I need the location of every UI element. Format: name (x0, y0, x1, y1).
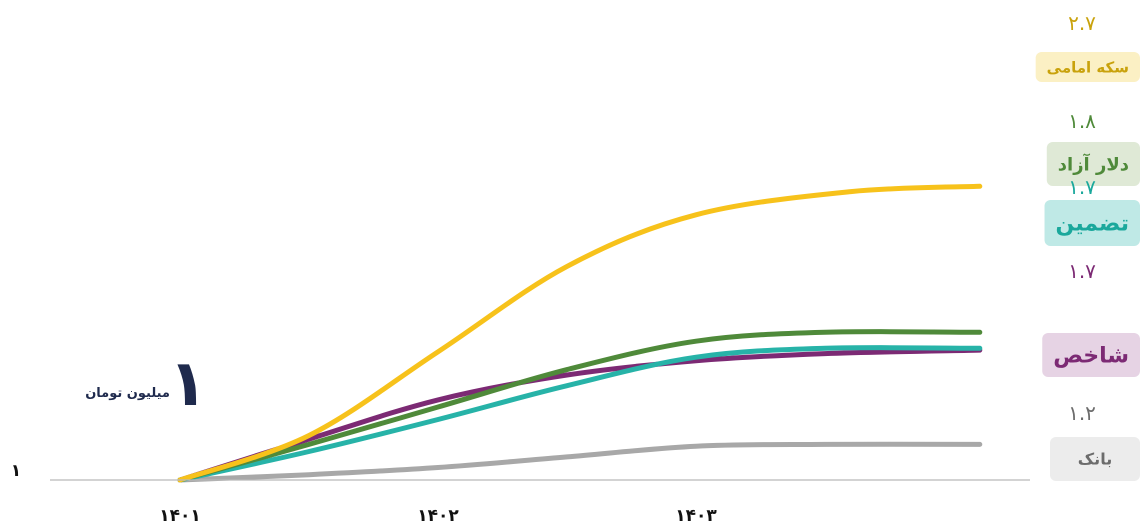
legend-value-label: ۱.۷ (1068, 175, 1096, 199)
legend-label-background (1050, 437, 1140, 481)
legend-series-name: دلار آزاد (1058, 152, 1129, 175)
baseline-value-label: ۱ (11, 461, 21, 481)
legend-label-background (1044, 200, 1140, 246)
series-line (177, 183, 983, 483)
legend-value-label: ۱.۲ (1068, 401, 1096, 425)
series-lines (177, 183, 983, 483)
x-tick-label: ۱۴۰۳ (675, 506, 717, 526)
legend-label-background (1035, 52, 1140, 82)
x-axis-ticks: ۱۴۰۱ ۱۴۰۲ ۱۴۰۳ (159, 506, 717, 526)
legend-series-name: بانک (1078, 450, 1112, 469)
legend-series-name: شاخص (1053, 344, 1129, 369)
investment-unit-label: ۱ میلیون تومان (85, 347, 207, 421)
legend-value-label: ۱.۸ (1068, 109, 1096, 133)
unit-text: میلیون تومان (85, 386, 170, 401)
unit-number: ۱ (168, 347, 207, 421)
legend-value-label: ۲.۷ (1068, 11, 1096, 35)
legend-series-name: سکه امامی (1047, 58, 1129, 76)
legend-label-background (1046, 142, 1140, 186)
x-tick-label: ۱۴۰۲ (417, 506, 459, 526)
legend-label-background (1042, 333, 1140, 377)
x-tick-label: ۱۴۰۱ (159, 506, 201, 526)
series-line (177, 329, 983, 483)
series-line (177, 345, 983, 483)
series-line (177, 441, 983, 483)
series-line (177, 347, 983, 483)
legend-value-label: ۱.۷ (1068, 259, 1096, 283)
legend-series-name: تضمین (1056, 212, 1129, 237)
